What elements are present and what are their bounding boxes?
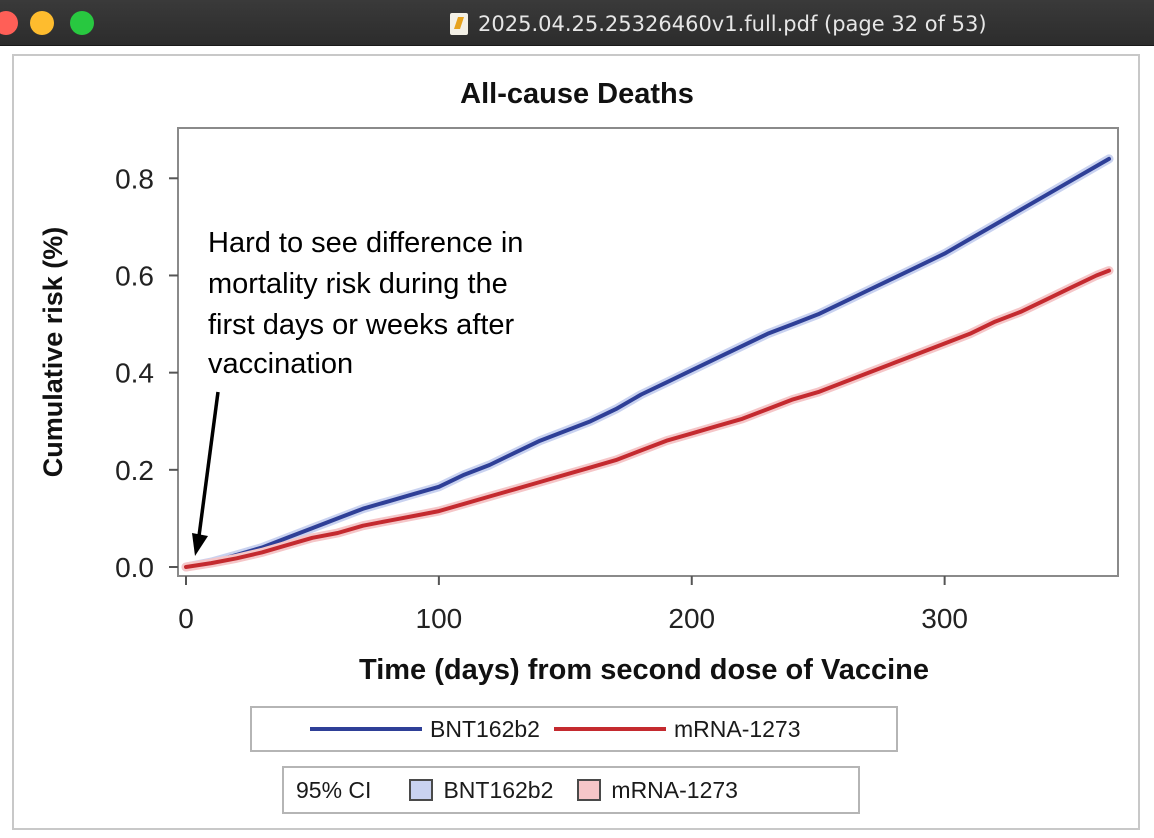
legend-item-mrna1273: mRNA-1273 xyxy=(553,715,801,743)
ci-legend-item-mrna1273: mRNA-1273 xyxy=(577,777,738,804)
legend-line-bnt162b2 xyxy=(310,727,422,731)
y-axis-ticks: 0.0 0.2 0.4 0.6 0.8 xyxy=(115,163,178,583)
ci-swatch-bnt162b2 xyxy=(409,779,434,801)
annotation: Hard to see difference in mortality risk… xyxy=(208,227,523,380)
annotation-line-3: first days or weeks after xyxy=(208,309,515,341)
legend-label-mrna1273: mRNA-1273 xyxy=(673,715,801,742)
chart-title: All-cause Deaths xyxy=(460,78,694,110)
legend-label-bnt162b2: BNT162b2 xyxy=(430,715,540,742)
plot-area xyxy=(177,127,1119,577)
annotation-line-1: Hard to see difference in xyxy=(208,227,523,259)
window-title-text: 2025.04.25.25326460v1.full.pdf (page 32 … xyxy=(478,12,987,36)
y-tick-label: 0.0 xyxy=(115,552,154,583)
series-layer xyxy=(181,154,1114,572)
ci-label-mrna1273: mRNA-1273 xyxy=(611,776,738,803)
series-line-bnt162b2 xyxy=(184,156,1111,569)
series-line-mrna1273 xyxy=(184,268,1111,569)
ci-legend-title: 95% CI xyxy=(296,776,372,803)
minimize-window-button[interactable] xyxy=(30,11,54,35)
window-titlebar: 2025.04.25.25326460v1.full.pdf (page 32 … xyxy=(0,0,1154,46)
y-tick-label: 0.6 xyxy=(115,260,154,291)
annotation-line-2: mortality risk during the xyxy=(208,268,508,300)
pdf-document-icon xyxy=(450,13,468,35)
x-tick-label: 0 xyxy=(178,603,194,634)
ci-swatch-mrna1273 xyxy=(577,779,602,801)
close-window-button[interactable] xyxy=(0,11,18,35)
annotation-line-4: vaccination xyxy=(208,348,353,380)
maximize-window-button[interactable] xyxy=(70,11,94,35)
ci-legend-item-bnt162b2: BNT162b2 xyxy=(409,777,553,804)
annotation-arrow xyxy=(192,391,220,556)
y-tick-label: 0.4 xyxy=(115,358,154,389)
ci-legend: 95% CI BNT162b2 mRNA-1273 xyxy=(282,766,860,814)
y-axis-label: Cumulative risk (%) xyxy=(38,227,68,478)
y-tick-label: 0.2 xyxy=(115,455,154,486)
series-legend: BNT162b2 mRNA-1273 xyxy=(250,706,898,752)
x-axis-ticks: 0 100 200 300 xyxy=(178,576,968,634)
window-title: 2025.04.25.25326460v1.full.pdf (page 32 … xyxy=(450,10,987,38)
y-tick-label: 0.8 xyxy=(115,163,154,194)
legend-line-mrna1273 xyxy=(553,727,666,731)
x-tick-label: 100 xyxy=(416,603,463,634)
ci-label-bnt162b2: BNT162b2 xyxy=(443,776,554,803)
x-tick-label: 300 xyxy=(921,603,968,634)
x-tick-label: 200 xyxy=(668,603,715,634)
legend-item-bnt162b2: BNT162b2 xyxy=(310,716,540,743)
x-axis-label: Time (days) from second dose of Vaccine xyxy=(359,654,929,686)
